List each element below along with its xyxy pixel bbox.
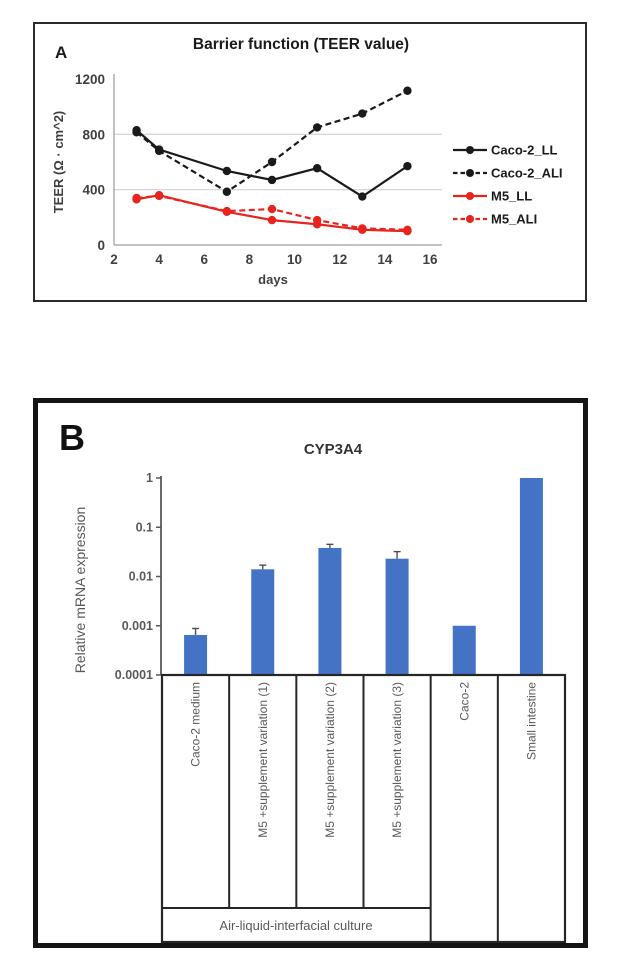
teer-line-chart: A Barrier function (TEER value) 2 4 6 8 10 12… (51, 36, 563, 287)
y-tick-label: 0.01 (129, 570, 153, 584)
y-tick-label: 0.001 (122, 619, 153, 633)
x-tick-label: 2 (110, 252, 118, 267)
data-point (358, 192, 367, 201)
panel-b-title: CYP3A4 (304, 441, 363, 458)
panel-b-label: B (59, 417, 85, 458)
y-tick-label: 1 (146, 471, 153, 485)
y-axis-label: Relative mRNA expression (72, 507, 88, 674)
y-tick-label: 0.1 (136, 520, 153, 534)
bar (318, 547, 342, 675)
gridlines (114, 133, 442, 191)
category-label: Caco-2 (457, 682, 471, 721)
legend-item-Caco-2_LL: Caco-2_LL (453, 143, 558, 158)
x-tick-label: 4 (155, 252, 163, 267)
x-tick-label: 16 (422, 252, 438, 267)
legend-marker (466, 146, 474, 154)
data-point (222, 166, 232, 176)
axes: 1 0.1 0.01 0.001 0.0001 (115, 471, 162, 682)
cyp3a4-bar-chart: B CYP3A4 1 0.1 0.01 0.001 0.0001 Caco-2 medi… (59, 417, 567, 943)
tick-labels: 2 4 6 8 10 12 14 16 0 400 800 1200 (75, 72, 438, 267)
legend-marker (466, 169, 474, 177)
y-tick-label: 0 (97, 238, 105, 253)
data-point (312, 215, 322, 225)
axes (113, 74, 442, 246)
legend-label: Caco-2_LL (491, 143, 558, 158)
y-tick-label: 0.0001 (115, 668, 153, 682)
bar (385, 558, 409, 675)
category-table: Caco-2 medium M5 +supplement variation (1… (160, 673, 567, 943)
category-label: M5 +supplement variation (1) (256, 682, 270, 838)
data-point (132, 193, 141, 203)
category-label: M5 +supplement variation (3) (390, 682, 404, 838)
legend-label: M5_LL (491, 189, 532, 204)
data-point (403, 225, 412, 234)
data-point (312, 123, 322, 132)
legend-label: Caco-2_ALI (491, 166, 563, 181)
data-point (154, 191, 164, 201)
y-tick-label: 400 (82, 183, 105, 198)
series-Caco-2_ALI (132, 86, 412, 196)
y-axis-label: TEER (Ω · cm^2) (51, 111, 66, 214)
legend-item-Caco-2_ALI: Caco-2_ALI (453, 166, 563, 181)
data-point (267, 175, 277, 185)
x-tick-label: 8 (246, 252, 254, 267)
data-point (222, 187, 232, 196)
legend-item-M5_LL: M5_LL (453, 189, 532, 204)
data-point (132, 128, 141, 137)
panel-a: A Barrier function (TEER value) 2 4 6 8 10 12… (33, 22, 587, 302)
series-M5_ALI (132, 191, 412, 234)
x-axis-label: days (258, 272, 288, 287)
x-tick-label: 6 (201, 252, 209, 267)
data-point (267, 157, 277, 167)
legend-item-M5_ALI: M5_ALI (453, 212, 537, 227)
data-point (358, 109, 367, 118)
y-tick-label: 800 (82, 127, 105, 142)
category-label: Caco-2 medium (189, 682, 203, 767)
bar (184, 634, 208, 675)
data-point (358, 224, 367, 233)
data-point (154, 146, 164, 156)
data-series (132, 86, 412, 236)
bar (452, 625, 476, 675)
bar (519, 478, 543, 675)
data-point (403, 161, 412, 171)
data-point (403, 86, 412, 95)
category-label: Small intestine (524, 682, 538, 760)
panel-a-title: Barrier function (TEER value) (193, 36, 409, 53)
bar (251, 569, 275, 675)
group-label: Air-liquid-interfacial culture (219, 918, 372, 933)
x-tick-label: 12 (332, 252, 347, 267)
data-point (312, 164, 322, 173)
x-tick-label: 14 (377, 252, 393, 267)
legend: Caco-2_LL Caco-2_ALI M5_LL M5_ALI (453, 143, 563, 227)
legend-label: M5_ALI (491, 212, 537, 227)
data-point (267, 204, 277, 214)
category-label: M5 +supplement variation (2) (323, 682, 337, 838)
legend-marker (466, 192, 474, 200)
legend-marker (466, 215, 474, 223)
panel-b: B CYP3A4 1 0.1 0.01 0.001 0.0001 Caco-2 medi… (33, 398, 588, 948)
panel-a-label: A (55, 43, 67, 62)
bars (184, 478, 543, 675)
data-point (267, 215, 277, 225)
data-point (222, 206, 232, 216)
x-tick-label: 10 (287, 252, 302, 267)
y-tick-label: 1200 (75, 72, 105, 87)
